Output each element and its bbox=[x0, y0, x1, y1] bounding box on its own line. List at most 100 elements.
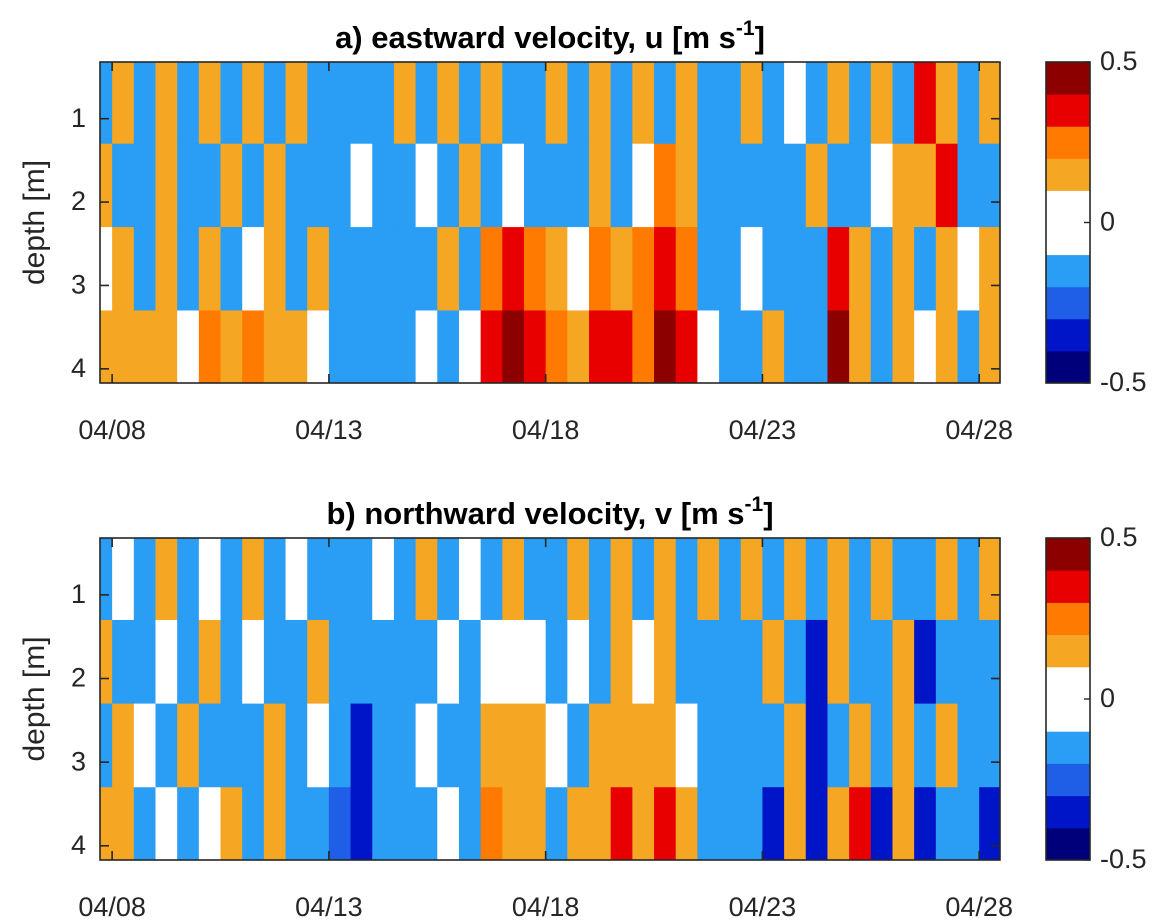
heatmap-cell bbox=[393, 538, 417, 621]
heatmap-cell bbox=[307, 310, 330, 383]
heatmap-cell bbox=[762, 62, 785, 145]
heatmap-cell bbox=[567, 227, 590, 311]
x-tick-label: 04/08 bbox=[78, 892, 146, 922]
heatmap-cell bbox=[632, 619, 655, 705]
heatmap-cell bbox=[719, 62, 742, 145]
heatmap-cell bbox=[914, 703, 937, 788]
heatmap-cell bbox=[589, 62, 612, 145]
heatmap-cell bbox=[567, 143, 590, 228]
heatmap-cell bbox=[133, 310, 156, 383]
colorbar-swatch bbox=[1046, 158, 1090, 191]
heatmap-cell bbox=[719, 619, 742, 705]
heatmap-cell bbox=[177, 538, 200, 621]
heatmap-cell bbox=[957, 619, 980, 705]
heatmap-cell bbox=[740, 619, 763, 705]
heatmap-cell bbox=[632, 143, 655, 228]
colorbar-swatch bbox=[1046, 126, 1090, 159]
heatmap-cell bbox=[762, 227, 785, 311]
heatmap-cell bbox=[632, 703, 655, 788]
heatmap-cell bbox=[437, 143, 460, 228]
heatmap-cell bbox=[458, 310, 482, 383]
colorbar-swatch bbox=[1046, 666, 1090, 700]
heatmap-cell bbox=[697, 62, 720, 145]
heatmap-cell bbox=[458, 143, 482, 228]
heatmap-cell bbox=[654, 310, 677, 383]
colorbar-swatch bbox=[1046, 763, 1090, 797]
heatmap-cell bbox=[220, 143, 243, 228]
heatmap-cell bbox=[263, 619, 287, 705]
heatmap-cell bbox=[784, 538, 807, 621]
heatmap-cell bbox=[805, 310, 828, 383]
heatmap-cell bbox=[177, 619, 200, 705]
heatmap-cell bbox=[740, 227, 763, 311]
heatmap-cell bbox=[632, 62, 655, 145]
heatmap-cell bbox=[100, 227, 113, 311]
colorbar-tick-label: 0 bbox=[1100, 683, 1115, 713]
heatmap-cell bbox=[112, 703, 135, 788]
heatmap-cell bbox=[957, 703, 980, 788]
heatmap-cell bbox=[827, 143, 850, 228]
heatmap-cell bbox=[112, 310, 135, 383]
heatmap-cell bbox=[632, 538, 655, 621]
heatmap-cell bbox=[870, 143, 893, 228]
title-text: ] bbox=[763, 496, 773, 531]
heatmap-cell bbox=[610, 310, 633, 383]
heatmap-cell bbox=[393, 619, 417, 705]
heatmap-cell bbox=[805, 703, 828, 788]
colorbar-swatch bbox=[1046, 94, 1090, 127]
heatmap-cell bbox=[177, 227, 200, 311]
heatmap-cell bbox=[263, 310, 287, 383]
heatmap-cell bbox=[350, 143, 373, 228]
heatmap-cell bbox=[328, 62, 352, 145]
heatmap-cell bbox=[177, 310, 200, 383]
heatmap-cell bbox=[480, 310, 503, 383]
colorbar-swatch bbox=[1046, 286, 1090, 320]
heatmap-cell bbox=[784, 143, 807, 228]
heatmap-cell bbox=[740, 143, 763, 228]
heatmap-cell bbox=[675, 62, 698, 145]
y-axis-label: depth [m] bbox=[18, 160, 51, 285]
heatmap-cell bbox=[458, 703, 482, 788]
heatmap-cell bbox=[328, 619, 352, 705]
heatmap-cell bbox=[502, 227, 525, 311]
heatmap-cell bbox=[979, 62, 1000, 145]
heatmap-cell bbox=[155, 227, 178, 311]
heatmap-cell bbox=[198, 62, 222, 145]
heatmap-cell bbox=[263, 62, 287, 145]
heatmap-cell bbox=[892, 703, 915, 788]
heatmap-cell bbox=[350, 787, 373, 860]
heatmap-cell bbox=[480, 703, 503, 788]
heatmap-cell bbox=[350, 227, 373, 311]
heatmap-cell bbox=[112, 62, 135, 145]
heatmap-cell bbox=[914, 538, 937, 621]
heatmap-cell bbox=[545, 143, 568, 228]
colorbar-swatch bbox=[1046, 538, 1090, 571]
y-tick-label: 3 bbox=[71, 270, 86, 300]
heatmap-cell bbox=[545, 787, 568, 860]
heatmap-cell bbox=[979, 787, 1000, 860]
heatmap-cell bbox=[957, 538, 980, 621]
heatmap-cell bbox=[480, 619, 503, 705]
heatmap-cell bbox=[892, 227, 915, 311]
heatmap-cell bbox=[979, 619, 1000, 705]
y-tick-label: 2 bbox=[71, 186, 86, 216]
heatmap-cell bbox=[740, 310, 763, 383]
colorbar-swatch bbox=[1046, 62, 1090, 95]
heatmap-cell bbox=[870, 227, 893, 311]
heatmap-cell bbox=[805, 62, 828, 145]
heatmap-cell bbox=[372, 538, 395, 621]
heatmap-cell bbox=[849, 703, 872, 788]
heatmap-cell bbox=[372, 619, 395, 705]
heatmap-cell bbox=[155, 143, 178, 228]
heatmap-cell bbox=[350, 310, 373, 383]
heatmap-cell bbox=[610, 62, 633, 145]
heatmap-cell bbox=[654, 143, 677, 228]
heatmap-cell bbox=[437, 62, 460, 145]
heatmap-cell bbox=[263, 703, 287, 788]
heatmap-cell bbox=[935, 787, 959, 860]
heatmap-cell bbox=[892, 787, 915, 860]
heatmap-cell bbox=[393, 227, 417, 311]
heatmap-cell bbox=[502, 143, 525, 228]
y-tick-label: 3 bbox=[71, 746, 86, 776]
heatmap-cell bbox=[133, 619, 156, 705]
